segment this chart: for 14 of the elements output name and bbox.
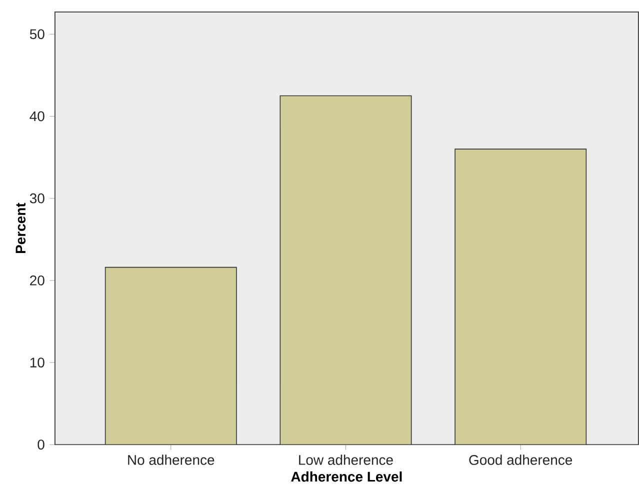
x-tick-label: No adherence <box>128 454 214 466</box>
bar <box>280 96 412 445</box>
y-tick-label: 30 <box>30 194 44 204</box>
x-axis-title: Adherence Level <box>291 472 402 482</box>
y-tick-label: 10 <box>30 358 44 368</box>
x-tick-label: Good adherence <box>469 454 572 466</box>
bar <box>454 148 587 445</box>
y-tick-label: 20 <box>30 276 44 286</box>
x-tick-label: Low adherence <box>299 454 393 466</box>
y-tick-label: 50 <box>30 29 44 40</box>
y-axis-title: Percent <box>16 203 26 254</box>
y-tick-label: 40 <box>30 112 44 122</box>
y-tick-label: 0 <box>38 440 44 450</box>
bar <box>104 267 237 445</box>
